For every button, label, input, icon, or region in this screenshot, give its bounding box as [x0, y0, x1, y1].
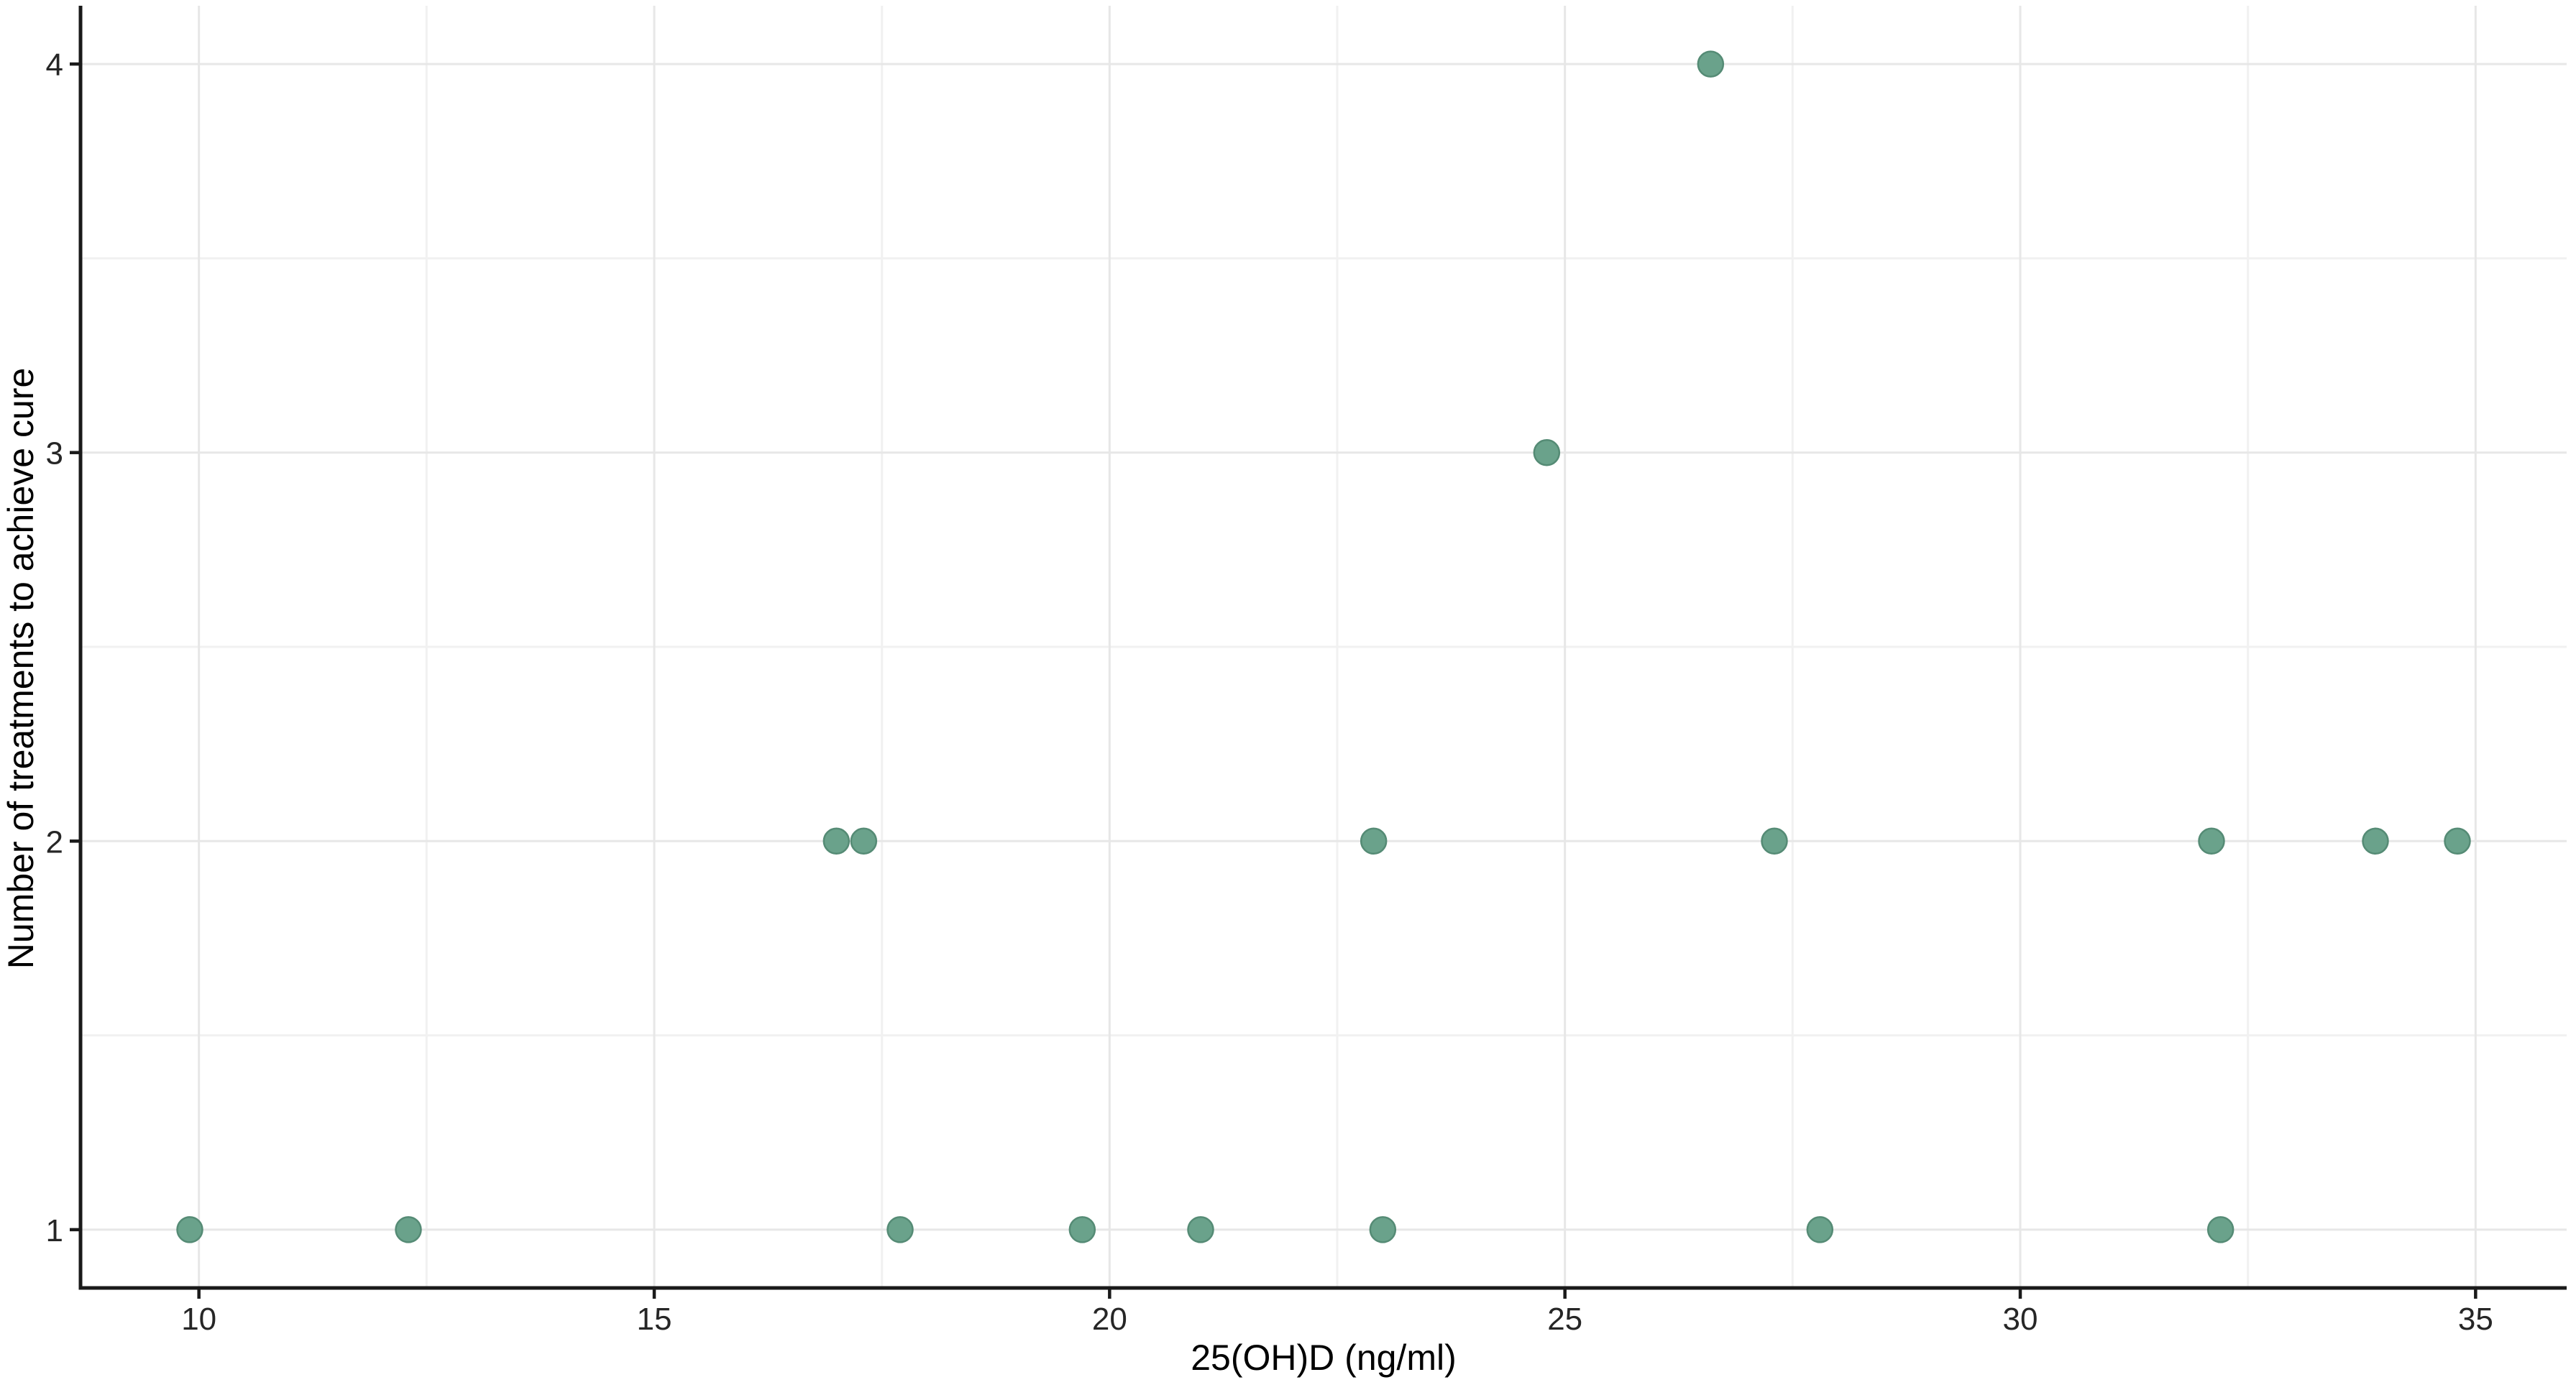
minor-gridlines: [81, 6, 2567, 1288]
y-tick-labels: 1 2 3 4: [46, 47, 63, 1248]
data-points: [176, 50, 2471, 1243]
tick-marks: [70, 62, 2478, 1299]
data-point: [1533, 438, 1561, 466]
data-point: [1068, 1216, 1096, 1243]
y-tick-label: 4: [46, 47, 63, 83]
x-tick-labels: 10 15 20 25 30 35: [181, 1302, 2493, 1337]
data-point: [1369, 1216, 1397, 1243]
y-tick-label: 1: [46, 1213, 63, 1248]
axis-lines: [78, 6, 2567, 1290]
data-point: [2444, 827, 2471, 855]
data-point: [2206, 1216, 2234, 1243]
y-axis-title: Number of treatments to achieve cure: [1, 368, 41, 970]
data-point: [1761, 827, 1788, 855]
data-point: [1187, 1216, 1214, 1243]
data-point: [176, 1216, 203, 1243]
x-tick-label: 35: [2458, 1302, 2493, 1337]
x-tick-label: 30: [2003, 1302, 2038, 1337]
data-point: [395, 1216, 422, 1243]
x-tick-label: 10: [181, 1302, 216, 1337]
y-tick-label: 3: [46, 436, 63, 471]
data-point: [1360, 827, 1388, 855]
data-point: [850, 827, 878, 855]
x-tick-label: 25: [1547, 1302, 1582, 1337]
x-tick-label: 20: [1092, 1302, 1127, 1337]
data-point: [1697, 50, 1725, 78]
x-axis-title: 25(OH)D (ng/ml): [1191, 1338, 1456, 1378]
y-tick-label: 2: [46, 824, 63, 860]
data-point: [886, 1216, 914, 1243]
major-gridlines: [81, 6, 2567, 1288]
data-point: [2362, 827, 2389, 855]
x-tick-label: 15: [637, 1302, 672, 1337]
data-point: [2198, 827, 2225, 855]
data-point: [1806, 1216, 1834, 1243]
data-point: [822, 827, 851, 855]
